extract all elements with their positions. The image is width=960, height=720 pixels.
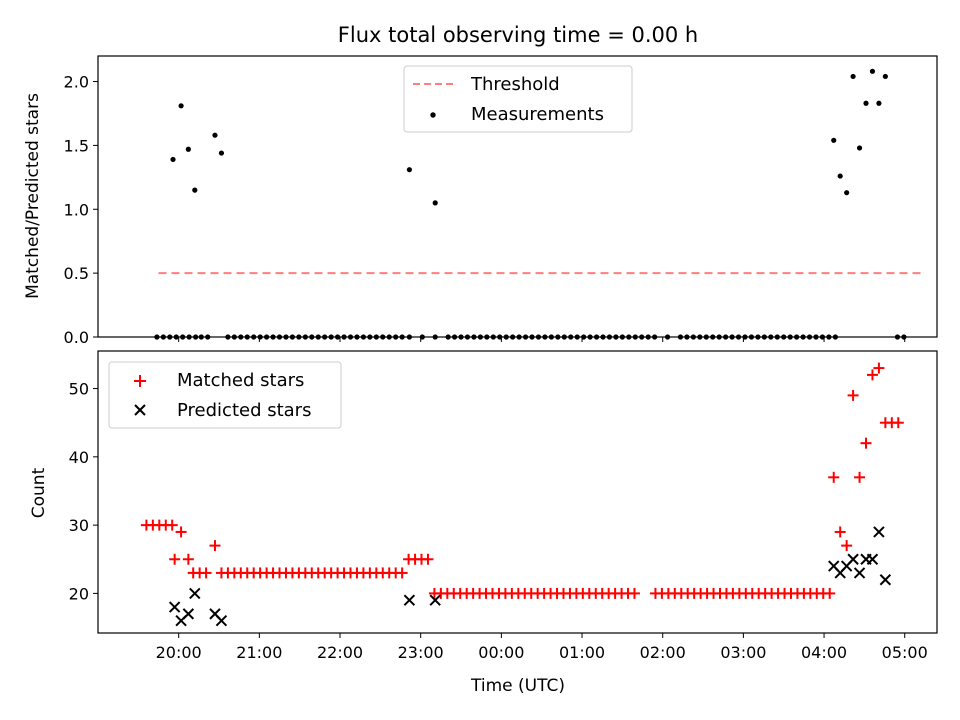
matched-star-point xyxy=(873,362,885,374)
measurement-point xyxy=(432,200,438,206)
legend-matched-label: Matched stars xyxy=(177,370,304,391)
matched-star-point xyxy=(847,389,859,401)
matched-star-point xyxy=(200,567,212,579)
x-tick-label: 05:00 xyxy=(882,643,928,662)
measurement-point xyxy=(218,150,225,156)
measurement-point xyxy=(406,167,412,173)
matched-star-point xyxy=(209,540,221,552)
matched-star-point xyxy=(628,587,640,599)
legend-matched-swatch xyxy=(134,375,146,387)
top-y-axis: 0.0 0.5 1.0 1.5 2.0 xyxy=(64,73,906,347)
matched-star-point xyxy=(175,526,187,538)
matched-star-point xyxy=(854,471,866,483)
top-y-tick-label: 2.0 xyxy=(64,73,89,92)
measurement-point xyxy=(212,132,218,138)
matched-star-point xyxy=(834,526,846,538)
bottom-plot-area xyxy=(140,362,904,627)
predicted-star-point xyxy=(403,594,416,606)
bottom-legend-box xyxy=(108,361,342,429)
top-y-axis-label: Matched/Predicted stars xyxy=(23,93,43,299)
matched-star-point xyxy=(166,519,178,531)
x-tick-label: 02:00 xyxy=(640,643,686,662)
matched-star-point xyxy=(182,553,194,565)
top-y-tick-label: 0.5 xyxy=(64,264,89,283)
top-legend-box xyxy=(403,65,633,133)
bottom-y-tick-label: 50 xyxy=(69,380,89,399)
measurement-point xyxy=(850,73,856,80)
bottom-y-tick-label: 20 xyxy=(69,584,89,603)
ratio-panel: Flux total observing time = 0.00 h Match… xyxy=(23,23,938,347)
matched-star-point xyxy=(422,553,434,565)
bottom-y-tick-label: 40 xyxy=(69,448,89,467)
bottom-axes-ticks: 20 30 40 50 20:00 21:00 22:00 23:00 00:00 01:00 02… xyxy=(69,380,928,662)
top-y-tick-label: 0.0 xyxy=(64,328,89,347)
measurement-point xyxy=(178,103,184,109)
matched-star-point xyxy=(824,587,836,599)
legend-predicted-label: Predicted stars xyxy=(177,400,311,421)
x-tick-label: 21:00 xyxy=(236,643,282,662)
matched-star-point xyxy=(892,417,904,429)
x-tick-label: 23:00 xyxy=(398,643,444,662)
legend-threshold-label: Threshold xyxy=(470,74,560,95)
predicted-star-point xyxy=(215,615,228,627)
measurement-point xyxy=(882,73,888,80)
bottom-axes-frame xyxy=(97,350,938,634)
legend-predicted-swatch xyxy=(134,404,146,416)
top-y-tick-label: 1.5 xyxy=(64,136,89,155)
matched-star-point xyxy=(841,540,853,552)
predicted-star-point xyxy=(168,601,181,613)
x-tick-label: 20:00 xyxy=(156,643,202,662)
x-tick-label: 01:00 xyxy=(559,643,605,662)
legend-measurements-label: Measurements xyxy=(471,104,604,125)
x-axis-label: Time (UTC) xyxy=(470,676,565,696)
measurement-point xyxy=(170,156,176,163)
top-legend: Threshold Measurements xyxy=(403,65,633,133)
measurement-point xyxy=(844,190,850,196)
predicted-star-point xyxy=(429,594,441,606)
bottom-y-tick-label: 30 xyxy=(69,516,89,535)
measurement-point xyxy=(856,145,863,151)
measurement-point xyxy=(869,68,876,74)
matched-star-point xyxy=(860,437,872,449)
predicted-star-point xyxy=(189,587,201,600)
matched-star-point xyxy=(396,567,408,579)
chart-title: Flux total observing time = 0.00 h xyxy=(338,23,698,47)
measurement-point xyxy=(876,100,882,106)
predicted-star-point xyxy=(847,553,859,565)
measurement-point xyxy=(185,146,191,152)
measurement-point xyxy=(863,100,869,106)
x-tick-label: 03:00 xyxy=(720,643,766,662)
matched-star-point xyxy=(828,471,840,483)
x-tick-label: 04:00 xyxy=(801,643,847,662)
legend-measurements-swatch xyxy=(430,112,436,118)
measurement-point xyxy=(837,173,843,179)
measurement-point xyxy=(192,187,198,193)
x-tick-label: 00:00 xyxy=(478,643,524,662)
measurement-point xyxy=(831,137,837,143)
x-tick-label: 22:00 xyxy=(317,643,363,662)
top-y-tick-label: 1.0 xyxy=(64,200,89,219)
bottom-legend: Matched stars Predicted stars xyxy=(108,361,342,429)
bottom-y-axis-label: Count xyxy=(29,467,49,518)
predicted-star-point xyxy=(182,608,195,620)
count-panel: Count Time (UTC) 20 30 40 50 20:00 21:00 22:00… xyxy=(29,350,938,696)
matched-star-point xyxy=(169,553,181,565)
matched-star-point xyxy=(866,369,878,381)
top-axes-frame xyxy=(97,55,938,338)
predicted-star-point xyxy=(853,567,866,579)
predicted-star-point xyxy=(873,526,885,538)
predicted-star-point xyxy=(866,553,879,565)
predicted-star-point xyxy=(879,574,892,586)
